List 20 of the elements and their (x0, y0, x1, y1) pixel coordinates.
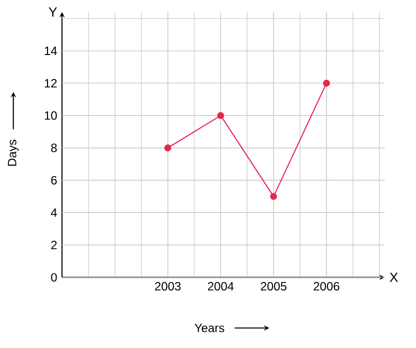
y-tick-label: 6 (51, 176, 57, 185)
point (270, 192, 278, 200)
text: X (390, 272, 398, 282)
y-tick-label: 4 (50, 208, 57, 217)
text: Y (48, 7, 58, 17)
x-tick-label: 2004 (208, 282, 234, 291)
x-tick-label: 2006 (314, 282, 340, 291)
x-tick-label: 2003 (155, 282, 181, 291)
y-axis-title: Days (8, 140, 19, 166)
point (164, 144, 172, 152)
point (217, 112, 224, 119)
y-tick-label: 14 (44, 46, 57, 55)
x-axis-title: Years (194, 324, 224, 332)
y-tick-label: 0 (51, 273, 57, 282)
y-tick-label: 8 (51, 144, 57, 152)
y-tick-label: 10 (44, 111, 57, 120)
x-tick-label: 2005 (260, 282, 286, 291)
y-tick-label: 2 (51, 240, 57, 250)
y-tick-label: 12 (44, 78, 57, 88)
point (323, 80, 330, 87)
